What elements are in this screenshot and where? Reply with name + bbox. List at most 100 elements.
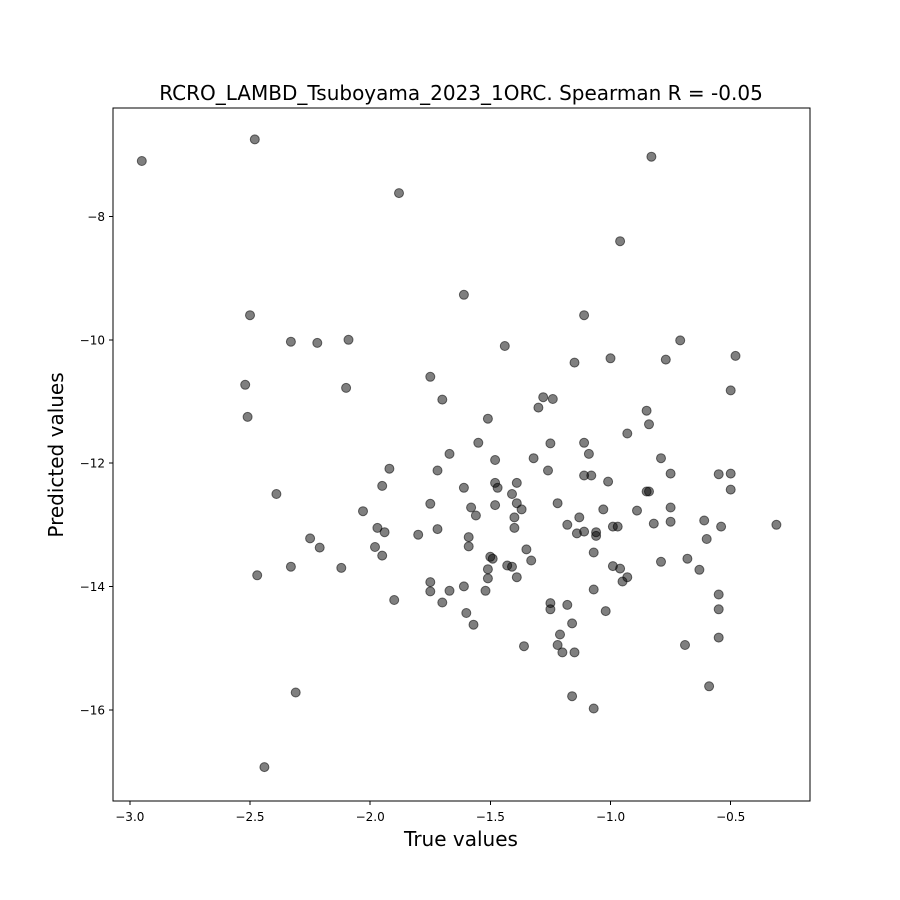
data-point	[482, 564, 493, 575]
data-point	[646, 151, 657, 162]
data-point	[644, 486, 654, 497]
data-point	[379, 527, 390, 538]
data-point	[312, 337, 323, 348]
data-point	[245, 310, 255, 321]
data-point	[713, 632, 724, 643]
data-point	[252, 570, 263, 581]
x-tick-label: −1.0	[596, 810, 625, 824]
data-point	[555, 629, 565, 640]
data-point	[490, 455, 501, 465]
data-point	[509, 522, 520, 533]
data-point	[615, 563, 626, 574]
data-point	[557, 647, 568, 658]
data-point	[665, 516, 676, 527]
data-point	[343, 334, 354, 345]
data-point	[725, 385, 736, 396]
data-point	[240, 379, 251, 390]
data-point	[569, 357, 580, 368]
data-point	[492, 482, 503, 493]
data-point	[305, 533, 316, 544]
data-point	[583, 448, 594, 459]
data-point	[516, 504, 527, 515]
data-point	[511, 477, 522, 488]
data-point	[713, 469, 724, 480]
data-point	[425, 498, 436, 509]
data-point	[509, 512, 520, 523]
data-point	[290, 687, 301, 698]
data-point	[511, 572, 522, 583]
data-point	[588, 584, 599, 595]
data-point	[389, 595, 400, 605]
x-tick-label: −1.5	[476, 810, 505, 824]
data-point	[490, 500, 501, 511]
y-tick-label: −14	[80, 580, 105, 594]
data-point	[713, 589, 724, 600]
x-tick-label: −3.0	[115, 810, 144, 824]
data-point	[370, 542, 380, 552]
data-point	[384, 463, 395, 474]
data-point	[413, 529, 424, 540]
y-tick-label: −16	[80, 703, 105, 717]
data-point	[665, 502, 676, 513]
data-point	[528, 453, 539, 464]
data-point	[641, 405, 652, 416]
data-point	[482, 413, 493, 424]
data-point	[656, 453, 666, 464]
data-point	[314, 542, 325, 553]
data-point	[547, 394, 558, 404]
data-point	[622, 572, 633, 583]
data-point	[562, 519, 573, 530]
data-point	[680, 640, 690, 650]
y-tick-label: −10	[80, 333, 105, 347]
x-tick-label: −2.0	[356, 810, 385, 824]
data-point	[588, 547, 599, 558]
chart-title: RCRO_LAMBD_Tsuboyama_2023_1ORC. Spearman…	[159, 81, 763, 105]
data-point	[336, 562, 347, 573]
x-tick-label: −0.5	[716, 810, 745, 824]
data-point	[458, 581, 469, 592]
data-point	[665, 468, 676, 479]
x-axis-label: True values	[403, 827, 518, 851]
data-point	[444, 448, 455, 459]
x-tick-label: −2.5	[235, 810, 264, 824]
data-point	[569, 647, 580, 658]
data-point	[394, 188, 404, 199]
data-point	[579, 310, 590, 321]
data-point	[579, 437, 590, 448]
data-point	[600, 606, 611, 617]
data-point	[552, 498, 563, 509]
data-point	[466, 502, 477, 513]
data-point	[574, 512, 585, 523]
data-point	[579, 526, 590, 537]
data-point	[562, 599, 573, 610]
data-point	[461, 608, 472, 618]
data-point	[699, 515, 710, 526]
plot-frame	[112, 107, 811, 802]
data-point	[425, 577, 436, 588]
data-point	[622, 428, 633, 439]
data-point	[358, 506, 368, 517]
data-point	[612, 521, 623, 532]
data-point	[425, 586, 436, 597]
data-point	[605, 353, 616, 364]
data-point	[730, 350, 741, 361]
data-point	[458, 289, 469, 300]
data-point	[136, 156, 147, 166]
data-point	[285, 336, 296, 347]
data-point	[480, 585, 491, 596]
data-point	[660, 354, 671, 365]
data-point	[567, 618, 578, 629]
data-point	[463, 541, 474, 552]
data-point	[713, 604, 724, 615]
data-point	[656, 556, 666, 567]
data-point	[538, 392, 549, 403]
data-point	[377, 480, 388, 491]
data-point	[432, 465, 443, 476]
data-point	[249, 134, 260, 145]
data-point	[482, 573, 493, 584]
data-point	[463, 532, 474, 543]
data-point	[586, 470, 597, 481]
data-point	[425, 371, 436, 382]
